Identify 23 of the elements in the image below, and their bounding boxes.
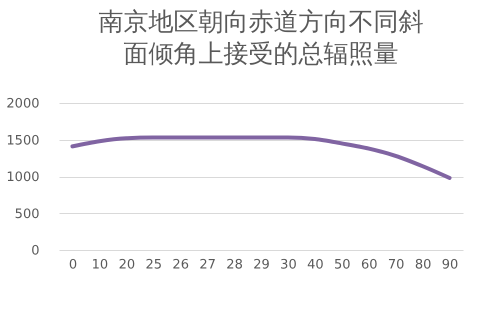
x-tick-label: 26 [172, 258, 189, 272]
x-tick-label: 20 [118, 258, 136, 272]
x-tick-label: 30 [280, 258, 297, 272]
y-tick-label: 2000 [6, 96, 40, 112]
x-tick-label: 70 [388, 258, 404, 272]
x-tick-label: 60 [360, 258, 378, 272]
y-tick-label: 500 [14, 206, 40, 222]
x-tick-label: 0 [68, 258, 78, 272]
text: 面倾角上接受的总辐照量 [124, 39, 398, 68]
x-tick-label: 50 [334, 258, 351, 272]
x-tick-label: 10 [92, 258, 108, 272]
x-tick-label: 40 [307, 258, 324, 272]
x-tick-label: 27 [199, 258, 216, 272]
x-tick-label: 29 [253, 258, 270, 272]
y-tick-label: 1500 [6, 133, 40, 148]
x-tick-label: 80 [414, 258, 432, 272]
x-tick-label: 28 [226, 258, 243, 272]
y-tick-label: 0 [31, 244, 40, 258]
text: 南京地区朝向赤道方向不同斜 [98, 7, 424, 36]
y-tick-label: 1000 [6, 170, 40, 185]
line-series [70, 136, 452, 180]
x-tick-label: 90 [442, 258, 458, 272]
x-tick-label: 25 [145, 258, 162, 272]
